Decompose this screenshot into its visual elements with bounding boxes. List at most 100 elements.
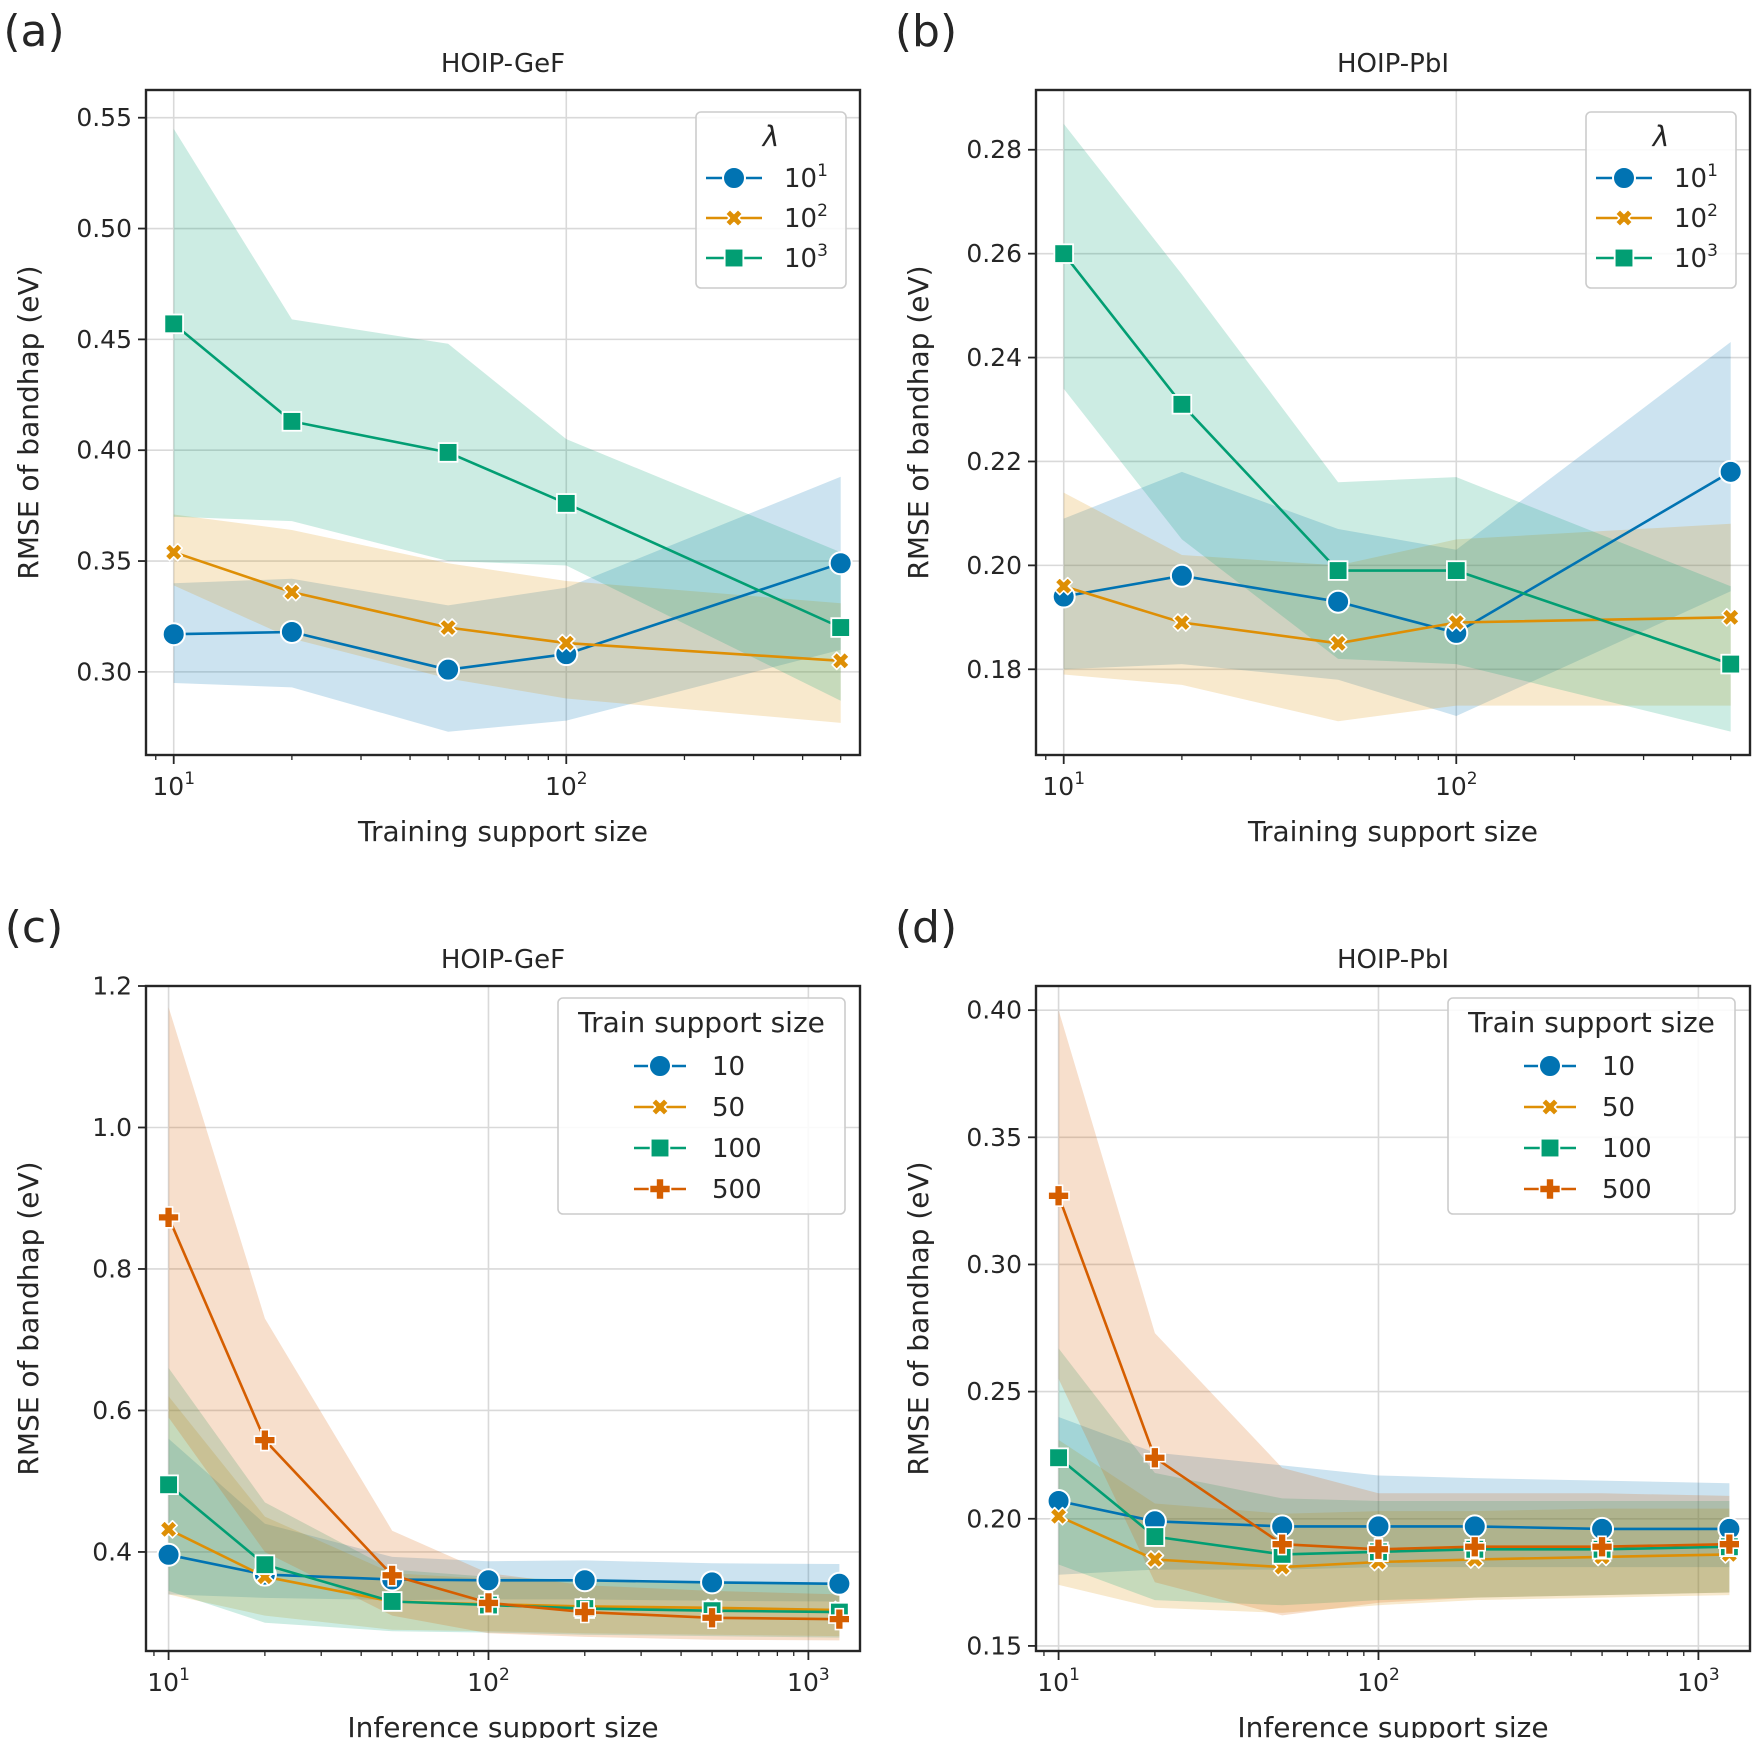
- panel-letter: (a): [3, 6, 64, 57]
- legend-label-exponent: 3: [817, 241, 828, 261]
- x-tick-label: 103: [1677, 1665, 1720, 1697]
- legend-label-base: 10: [784, 244, 817, 274]
- x-axis-label: Training support size: [1247, 815, 1538, 848]
- y-tick-label: 0.20: [966, 1504, 1022, 1533]
- data-point-series-3: [158, 1474, 179, 1496]
- data-point-series-4: [1590, 1535, 1614, 1558]
- legend-label-exponent: 1: [1707, 161, 1718, 181]
- x-axis-label: Inference support size: [1237, 1711, 1548, 1738]
- data-point-series-3: [1053, 243, 1074, 264]
- y-tick-label: 0.24: [966, 343, 1022, 372]
- data-point-series-2: [556, 633, 576, 653]
- data-point-series-4: [157, 1206, 180, 1229]
- x-tick-label: 102: [1357, 1665, 1400, 1697]
- x-tick-base: 10: [1677, 1668, 1709, 1697]
- x-tick-label: 101: [152, 769, 195, 801]
- plot-frame: [144, 984, 862, 1653]
- x-tick-base: 10: [1042, 772, 1074, 801]
- x-tick-exponent: 1: [179, 1665, 190, 1685]
- data-point-series-1: [1169, 563, 1194, 588]
- data-point-series-3: [1048, 1447, 1069, 1468]
- data-point-series-4: [700, 1606, 724, 1629]
- x-tick-base: 10: [467, 1668, 499, 1697]
- confidence-band-series-1: [1063, 342, 1731, 716]
- data-point-series-4: [477, 1591, 500, 1615]
- legend-label-base: 10: [1674, 204, 1707, 234]
- legend-marker: [722, 166, 746, 190]
- legend: Train support size 10 50 100 500: [1447, 997, 1736, 1215]
- legend-marker: [1614, 208, 1634, 228]
- data-point-series-2: [1145, 1550, 1165, 1569]
- y-tick-label: 0.35: [76, 547, 132, 576]
- x-tick-label: 102: [1435, 769, 1478, 801]
- data-point-series-1: [156, 1542, 181, 1567]
- x-tick-exponent: 3: [819, 1665, 830, 1685]
- y-tick-label: 0.4: [92, 1537, 132, 1566]
- confidence-band-series-2: [1063, 492, 1731, 722]
- data-point-series-3: [381, 1591, 403, 1612]
- data-point-series-1: [436, 657, 461, 682]
- data-point-series-4: [1718, 1532, 1741, 1556]
- legend-label-base: 10: [1674, 244, 1707, 274]
- legend-label: 10: [712, 1052, 745, 1082]
- legend-box: [695, 111, 847, 289]
- y-axis-label: RMSE of bandhap (eV): [12, 265, 45, 579]
- data-point-series-4: [380, 1564, 404, 1587]
- legend-marker: [723, 247, 745, 269]
- x-tick-label: 102: [467, 1665, 510, 1697]
- x-tick-base: 10: [1435, 772, 1467, 801]
- x-tick-base: 10: [545, 772, 577, 801]
- data-point-series-1: [1462, 1514, 1487, 1539]
- data-point-series-1: [1718, 459, 1743, 484]
- data-point-series-4: [1047, 1184, 1070, 1207]
- legend-marker: [650, 1097, 670, 1117]
- panel-letter: (d): [895, 902, 957, 953]
- data-point-series-1: [1046, 1488, 1071, 1513]
- data-point-series-1: [1366, 1514, 1391, 1539]
- data-point-series-3: [254, 1554, 276, 1575]
- x-tick-exponent: 1: [1074, 769, 1085, 789]
- x-tick-label: 103: [787, 1665, 830, 1697]
- confidence-band-series-3: [173, 128, 841, 701]
- x-tick-base: 10: [1357, 1668, 1389, 1697]
- data-point-series-3: [1171, 394, 1193, 415]
- y-axis-label: RMSE of bandhap (eV): [902, 265, 935, 579]
- x-tick-base: 10: [1037, 1668, 1069, 1697]
- chart-title: HOIP-PbI: [1337, 49, 1449, 79]
- data-point-series-4: [828, 1607, 851, 1631]
- y-tick-label: 0.26: [966, 239, 1022, 268]
- y-tick-label: 0.35: [966, 1123, 1022, 1152]
- legend-marker: [1538, 1177, 1562, 1201]
- legend-label: 103: [784, 241, 828, 274]
- gridlines: [1036, 986, 1750, 1651]
- x-tick-base: 10: [152, 772, 184, 801]
- x-axis-label: Inference support size: [347, 1711, 658, 1738]
- x-tick-exponent: 2: [577, 769, 588, 789]
- confidence-band-series-1: [168, 1438, 840, 1602]
- data-point-series-4: [1367, 1538, 1390, 1561]
- data-point-series-3: [1327, 560, 1349, 581]
- legend-title: λ: [761, 120, 780, 153]
- confidence-band-series-3: [168, 1368, 840, 1638]
- data-point-series-2: [159, 1519, 178, 1539]
- data-point-series-3: [1720, 653, 1741, 675]
- data-point-series-4: [1143, 1446, 1167, 1469]
- legend-label-base: 10: [1674, 164, 1707, 194]
- y-tick-label: 0.22: [966, 447, 1022, 476]
- chart-title: HOIP-GeF: [441, 945, 565, 975]
- y-tick-label: 0.28: [966, 135, 1022, 164]
- data-point-series-1: [572, 1568, 597, 1593]
- legend-label: 100: [1602, 1134, 1652, 1164]
- x-tick-label: 101: [1037, 1665, 1080, 1697]
- data-point-series-2: [1721, 607, 1741, 627]
- y-tick-label: 0.18: [966, 655, 1022, 684]
- data-point-series-3: [1446, 560, 1467, 581]
- confidence-band-series-4: [168, 1007, 840, 1641]
- panel-letter: (b): [895, 6, 957, 57]
- y-tick-label: 0.30: [966, 1250, 1022, 1279]
- data-point-series-1: [476, 1568, 501, 1593]
